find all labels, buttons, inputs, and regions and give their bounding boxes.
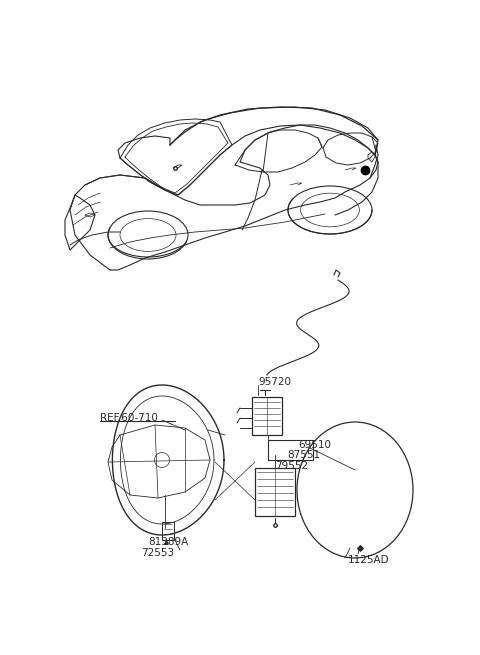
Bar — [252, 397, 282, 435]
Text: REF.60-710: REF.60-710 — [100, 413, 158, 423]
Text: 87551: 87551 — [287, 450, 320, 460]
Text: 95720: 95720 — [258, 377, 291, 387]
Text: 69510: 69510 — [298, 440, 331, 450]
Text: 81389A: 81389A — [148, 537, 188, 547]
Bar — [268, 440, 313, 460]
Text: 72553: 72553 — [142, 548, 175, 558]
Text: 79552: 79552 — [275, 461, 308, 471]
Bar — [255, 468, 295, 516]
Text: 1125AD: 1125AD — [348, 555, 390, 565]
Bar — [162, 522, 174, 540]
